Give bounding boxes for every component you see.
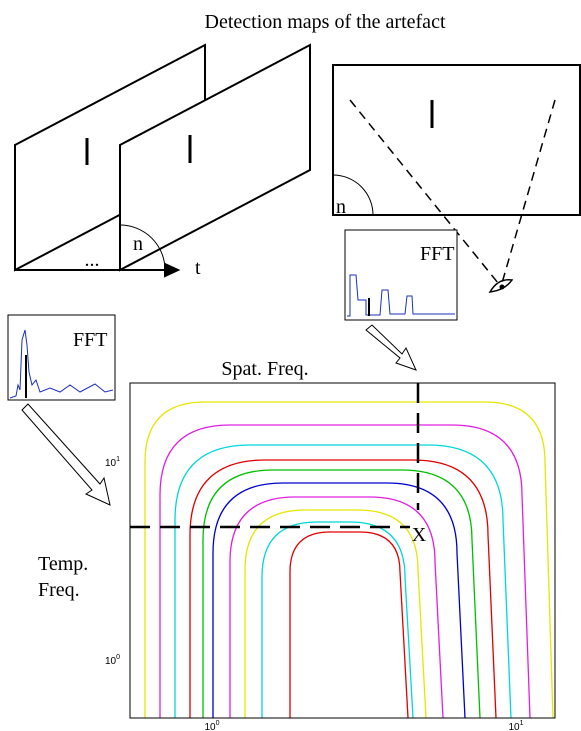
tick-base: 10 <box>508 722 520 731</box>
contours <box>145 402 553 718</box>
contour <box>262 522 413 718</box>
arrow <box>22 404 110 505</box>
time-label: t <box>195 257 201 279</box>
tick-base: 10 <box>105 656 117 667</box>
x-label: Spat. Freq. <box>221 358 308 380</box>
contour <box>213 483 465 718</box>
x-tick-label: 100 <box>204 720 219 731</box>
marker: X <box>412 524 427 546</box>
frames <box>15 45 310 276</box>
frame <box>333 65 580 215</box>
tick-exp: 1 <box>116 456 120 463</box>
ellipsis: ... <box>85 249 100 271</box>
arrow <box>366 325 416 370</box>
contour <box>160 425 530 718</box>
angle-label: n <box>133 233 143 255</box>
x-tick-label: 101 <box>508 720 523 731</box>
y-tick-label: 100 <box>105 654 120 667</box>
tick-exp: 0 <box>216 720 220 727</box>
y-label: Temp. <box>38 553 88 575</box>
title: Detection maps of the artefact <box>205 11 446 33</box>
tick-exp: 0 <box>116 654 120 661</box>
fft-label: FFT <box>73 329 107 351</box>
fft-plot <box>8 315 115 400</box>
tick-base: 10 <box>105 458 117 469</box>
contour <box>175 445 511 718</box>
eye-pupil <box>500 285 504 289</box>
y-label: Freq. <box>38 579 80 601</box>
contour <box>145 402 553 718</box>
time-arrow <box>165 264 178 276</box>
angle-label: n <box>336 196 346 218</box>
contour <box>190 460 496 718</box>
fft-label: FFT <box>420 243 454 265</box>
y-tick-label: 101 <box>105 456 120 469</box>
view-ray <box>502 100 555 283</box>
tick-base: 10 <box>204 722 216 731</box>
page: Detection maps of the artefact ... n t n… <box>0 0 581 731</box>
contour <box>290 532 408 718</box>
tick-exp: 1 <box>520 720 524 727</box>
contour <box>245 510 426 718</box>
